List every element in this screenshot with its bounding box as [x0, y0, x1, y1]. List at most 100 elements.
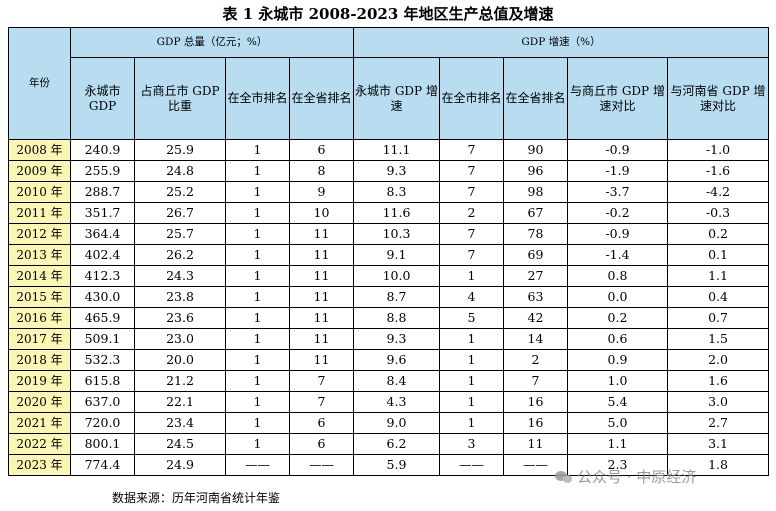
cell-growth-city-rank: 1	[439, 412, 504, 434]
cell-city-rank: 1	[225, 349, 290, 371]
cell-growth-prov-rank: 67	[503, 202, 568, 224]
cell-growth-prov-rank: 78	[503, 223, 568, 245]
col-header-growth-prov-rank: 在全省排名	[503, 57, 568, 140]
cell-growth-city-rank: 1	[439, 391, 504, 413]
cell-vs-shangqiu: 0.8	[567, 265, 668, 287]
cell-growth-city-rank: ——	[439, 454, 504, 476]
cell-growth-city-rank: 4	[439, 286, 504, 308]
cell-share: 24.9	[134, 454, 226, 476]
cell-growth-city-rank: 1	[439, 265, 504, 287]
cell-vs-shangqiu: 0.2	[567, 307, 668, 329]
cell-growth-city-rank: 7	[439, 223, 504, 245]
cell-growth-city-rank: 7	[439, 244, 504, 266]
cell-year: 2010 年	[8, 181, 71, 203]
year-header: 年份	[8, 27, 71, 140]
cell-year: 2018 年	[8, 349, 71, 371]
cell-growth-city-rank: 7	[439, 181, 504, 203]
cell-growth-city-rank: 7	[439, 160, 504, 182]
cell-year: 2009 年	[8, 160, 71, 182]
cell-vs-shangqiu: 2.3	[567, 454, 668, 476]
cell-growth: 4.3	[353, 391, 440, 413]
cell-growth: 5.9	[353, 454, 440, 476]
growth-group-header: GDP 增速（%）	[352, 27, 770, 58]
cell-vs-shangqiu: 0.9	[567, 349, 668, 371]
cell-growth-prov-rank: 42	[503, 307, 568, 329]
col-header-vs-henan: 与河南省 GDP 增速对比	[666, 57, 770, 140]
cell-growth-prov-rank: 16	[503, 412, 568, 434]
cell-share: 25.2	[134, 181, 226, 203]
cell-gdp: 288.7	[70, 181, 135, 203]
cell-city-rank: 1	[225, 181, 290, 203]
cell-growth-city-rank: 3	[439, 433, 504, 455]
table-row: 2023 年 774.4 24.9 —— —— 5.9 —— —— 2.3 1.8	[8, 454, 770, 476]
cell-gdp: 615.8	[70, 370, 135, 392]
cell-vs-shangqiu: 5.0	[567, 412, 668, 434]
cell-growth: 10.3	[353, 223, 440, 245]
table-row: 2022 年 800.1 24.5 1 6 6.2 3 11 1.1 3.1	[8, 433, 770, 455]
cell-growth-city-rank: 1	[439, 328, 504, 350]
cell-share: 23.4	[134, 412, 226, 434]
cell-city-rank: 1	[225, 328, 290, 350]
table-body: 2008 年 240.9 25.9 1 6 11.1 7 90 -0.9 -1.0 2009 年 25…	[8, 139, 770, 476]
cell-vs-shangqiu: -3.7	[567, 181, 668, 203]
cell-share: 23.8	[134, 286, 226, 308]
cell-gdp: 412.3	[70, 265, 135, 287]
col-header-growth-city-rank: 在全市排名	[439, 57, 504, 140]
cell-year: 2012 年	[8, 223, 71, 245]
cell-share: 25.9	[134, 139, 226, 161]
cell-gdp: 465.9	[70, 307, 135, 329]
cell-growth: 11.1	[353, 139, 440, 161]
cell-vs-shangqiu: 1.0	[567, 370, 668, 392]
cell-gdp: 800.1	[70, 433, 135, 455]
table-row: 2020 年 637.0 22.1 1 7 4.3 1 16 5.4 3.0	[8, 391, 770, 413]
cell-growth-prov-rank: 11	[503, 433, 568, 455]
cell-growth: 10.0	[353, 265, 440, 287]
cell-growth: 8.7	[353, 286, 440, 308]
cell-vs-henan: -1.0	[666, 139, 770, 161]
col-header-city-rank: 在全市排名	[225, 57, 290, 140]
table-row: 2009 年 255.9 24.8 1 8 9.3 7 96 -1.9 -1.6	[8, 160, 770, 182]
cell-city-rank: ——	[225, 454, 290, 476]
cell-gdp: 351.7	[70, 202, 135, 224]
cell-vs-henan: 1.8	[666, 454, 770, 476]
col-header-prov-rank: 在全省排名	[289, 57, 354, 140]
cell-prov-rank: 6	[289, 433, 354, 455]
table-row: 2017 年 509.1 23.0 1 11 9.3 1 14 0.6 1.5	[8, 328, 770, 350]
table-row: 2018 年 532.3 20.0 1 11 9.6 1 2 0.9 2.0	[8, 349, 770, 371]
cell-year: 2021 年	[8, 412, 71, 434]
cell-prov-rank: 10	[289, 202, 354, 224]
cell-gdp: 255.9	[70, 160, 135, 182]
cell-city-rank: 1	[225, 139, 290, 161]
cell-growth-prov-rank: 27	[503, 265, 568, 287]
cell-prov-rank: 6	[289, 412, 354, 434]
cell-vs-shangqiu: 0.0	[567, 286, 668, 308]
cell-growth: 9.1	[353, 244, 440, 266]
cell-growth-prov-rank: 63	[503, 286, 568, 308]
cell-growth-prov-rank: 96	[503, 160, 568, 182]
cell-vs-shangqiu: -1.4	[567, 244, 668, 266]
cell-vs-henan: 3.1	[666, 433, 770, 455]
cell-growth: 8.8	[353, 307, 440, 329]
table-title: 表 1 永城市 2008-2023 年地区生产总值及增速	[222, 5, 554, 23]
cell-growth-city-rank: 1	[439, 370, 504, 392]
cell-share: 26.7	[134, 202, 226, 224]
cell-city-rank: 1	[225, 412, 290, 434]
table-row: 2019 年 615.8 21.2 1 7 8.4 1 7 1.0 1.6	[8, 370, 770, 392]
cell-growth-city-rank: 7	[439, 139, 504, 161]
cell-city-rank: 1	[225, 160, 290, 182]
cell-gdp: 532.3	[70, 349, 135, 371]
cell-growth: 9.6	[353, 349, 440, 371]
cell-vs-henan: 2.7	[666, 412, 770, 434]
col-header-vs-shangqiu: 与商丘市 GDP 增速对比	[567, 57, 668, 140]
cell-year: 2008 年	[8, 139, 71, 161]
cell-growth: 9.0	[353, 412, 440, 434]
source-note: 数据来源：历年河南省统计年鉴	[112, 491, 281, 505]
cell-vs-shangqiu: 0.6	[567, 328, 668, 350]
table-row: 2016 年 465.9 23.6 1 11 8.8 5 42 0.2 0.7	[8, 307, 770, 329]
table-row: 2015 年 430.0 23.8 1 11 8.7 4 63 0.0 0.4	[8, 286, 770, 308]
cell-vs-henan: 3.0	[666, 391, 770, 413]
cell-growth-prov-rank: 69	[503, 244, 568, 266]
table-row: 2012 年 364.4 25.7 1 11 10.3 7 78 -0.9 0.2	[8, 223, 770, 245]
cell-growth: 9.3	[353, 160, 440, 182]
cell-prov-rank: 6	[289, 139, 354, 161]
